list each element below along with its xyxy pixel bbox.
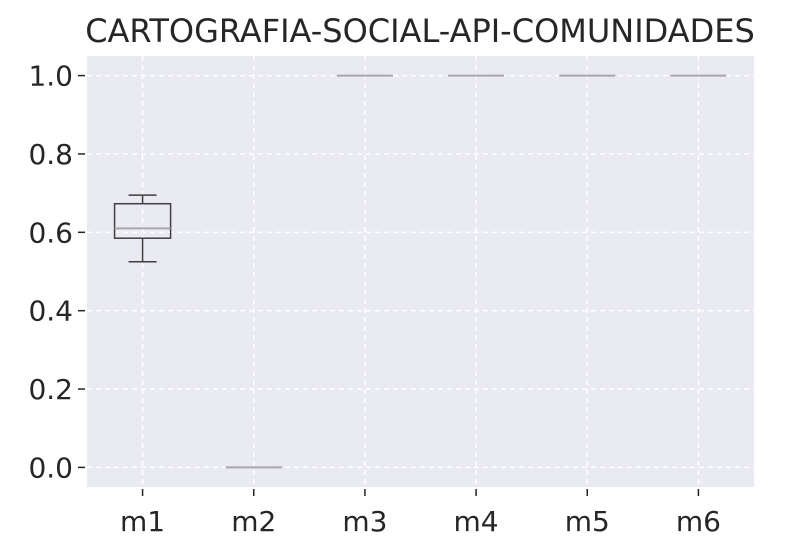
y-tick-label: 0.8 (28, 138, 73, 171)
plot-area-group: 0.0 0.2 0.4 0.6 0.8 1.0 m1 m2 m3 m4 m5 m6 (28, 56, 754, 538)
y-tick-label: 1.0 (28, 60, 73, 93)
x-tick-label: m2 (231, 505, 276, 538)
x-tick-label: m1 (120, 505, 165, 538)
y-tick-label: 0.2 (28, 373, 73, 406)
x-tick-label: m3 (342, 505, 387, 538)
y-tick-label: 0.6 (28, 216, 73, 249)
y-tick-label: 0.4 (28, 295, 73, 328)
chart-title: CARTOGRAFIA-SOCIAL-API-COMUNIDADES (85, 12, 755, 50)
y-tick-label: 0.0 (28, 451, 73, 484)
x-tick-label: m4 (454, 505, 499, 538)
x-tick-label: m5 (565, 505, 610, 538)
box-body (113, 202, 172, 239)
x-tick-label: m6 (676, 505, 721, 538)
plot-background (87, 56, 754, 487)
